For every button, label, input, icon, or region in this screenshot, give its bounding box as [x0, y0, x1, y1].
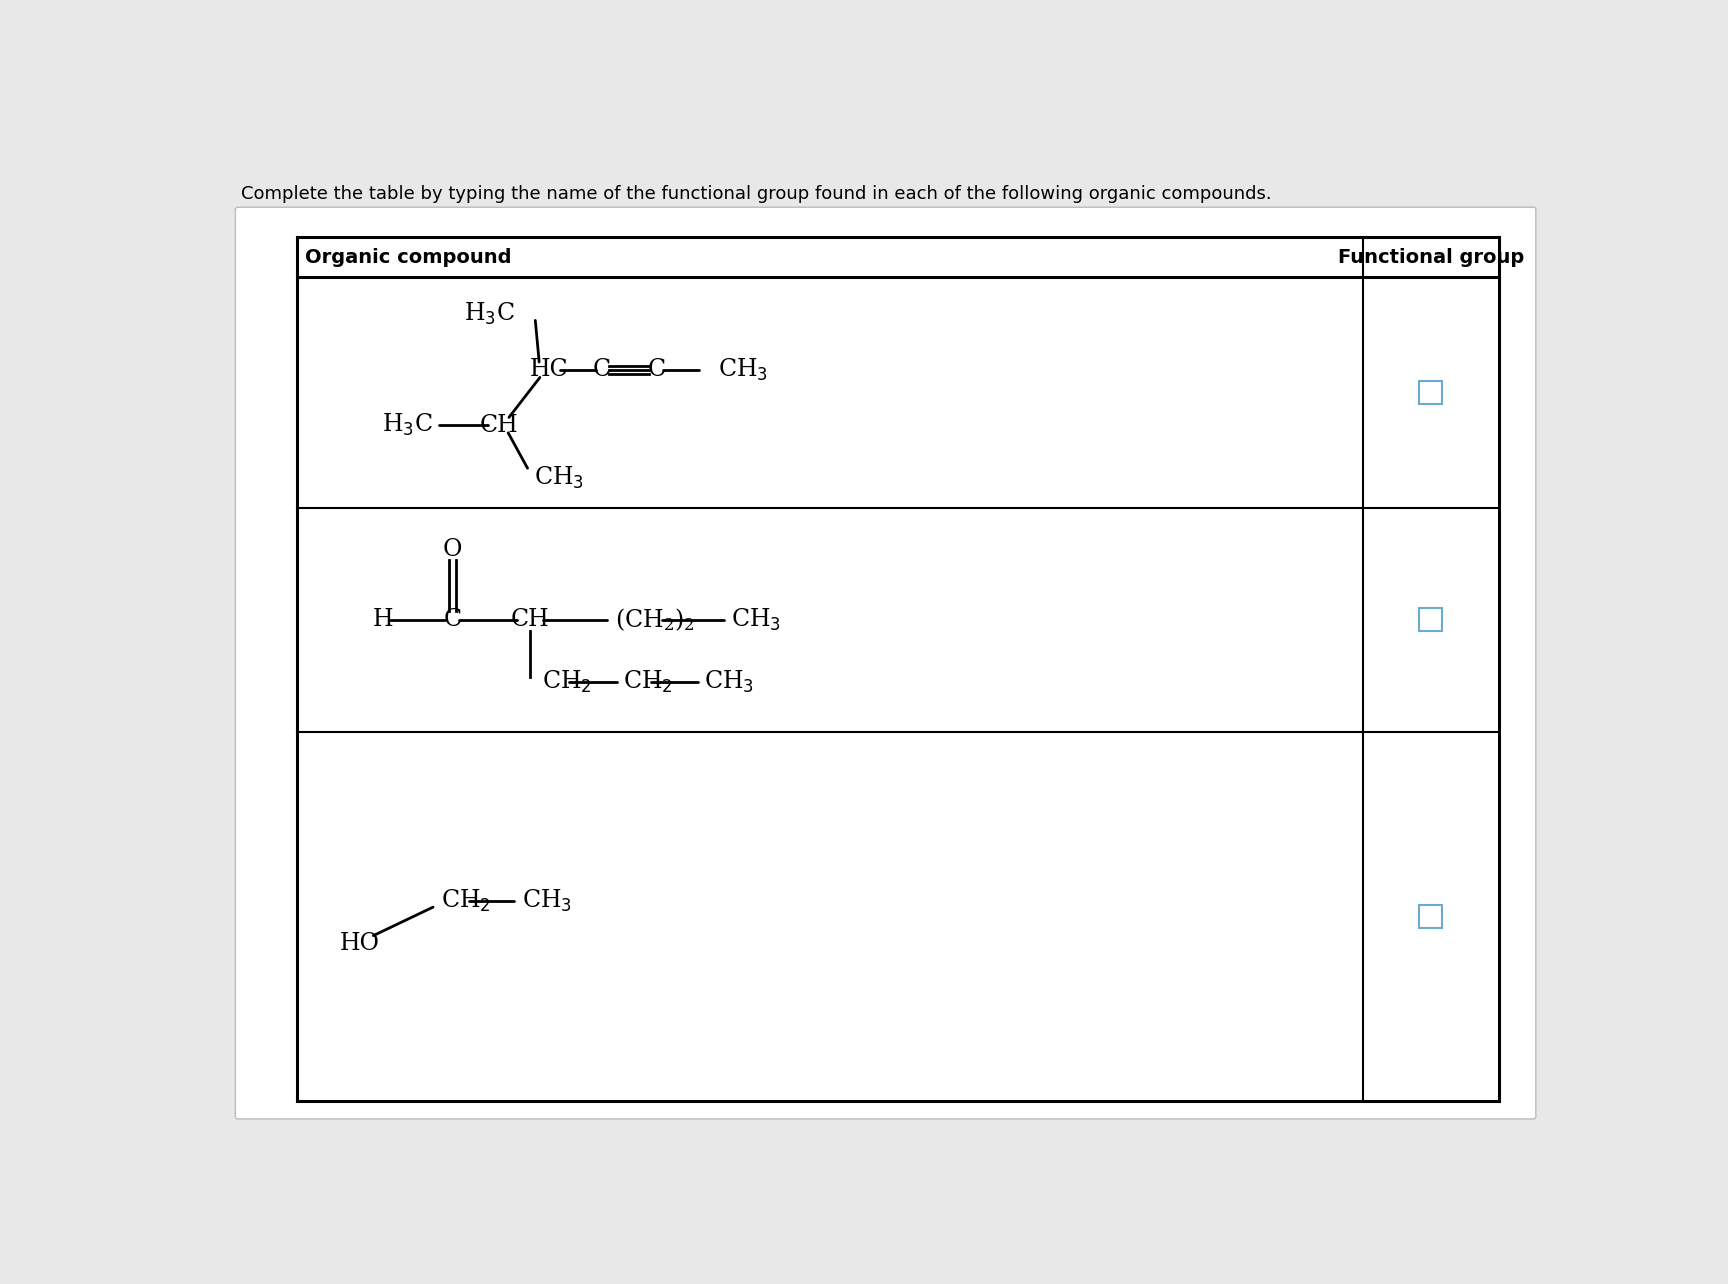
- Text: C: C: [593, 358, 612, 381]
- Text: CH$_3$: CH$_3$: [522, 887, 572, 914]
- Bar: [1419, 381, 1443, 404]
- Text: H$_3$C: H$_3$C: [382, 412, 434, 438]
- Text: CH$_3$: CH$_3$: [534, 465, 584, 490]
- FancyBboxPatch shape: [235, 207, 1536, 1118]
- Text: CH: CH: [480, 413, 518, 437]
- Text: Functional group: Functional group: [1337, 248, 1524, 267]
- Text: H$_3$C: H$_3$C: [463, 302, 515, 327]
- Text: Complete the table by typing the name of the functional group found in each of t: Complete the table by typing the name of…: [240, 185, 1272, 203]
- Text: C: C: [648, 358, 665, 381]
- Text: CH$_2$: CH$_2$: [541, 669, 591, 695]
- Bar: [1419, 609, 1443, 632]
- Text: CH$_2$: CH$_2$: [622, 669, 672, 695]
- Text: HC: HC: [530, 358, 569, 381]
- Text: H: H: [372, 609, 392, 632]
- Text: CH: CH: [510, 609, 550, 632]
- Text: C: C: [444, 609, 461, 632]
- Text: $\mathregular{(CH_2)_2}$: $\mathregular{(CH_2)_2}$: [615, 606, 695, 633]
- Text: O: O: [442, 538, 461, 561]
- Bar: [1419, 905, 1443, 928]
- Text: Organic compound: Organic compound: [306, 248, 511, 267]
- Text: CH$_3$: CH$_3$: [719, 357, 769, 383]
- Text: CH$_3$: CH$_3$: [705, 669, 755, 695]
- Text: CH$_2$: CH$_2$: [441, 887, 491, 914]
- Text: CH$_3$: CH$_3$: [731, 607, 781, 633]
- Text: HO: HO: [339, 932, 380, 955]
